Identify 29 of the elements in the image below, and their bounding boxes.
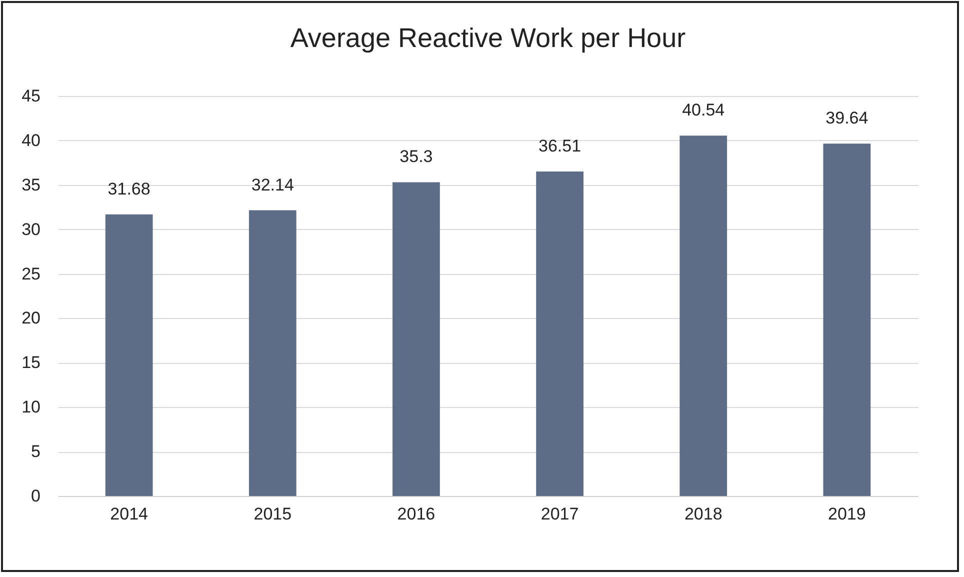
x-tick-label: 2019 [828,504,866,524]
data-label: 39.64 [826,108,868,128]
y-tick-label: 25 [22,264,40,284]
data-label: 35.3 [400,147,433,166]
data-label: 31.68 [108,179,150,198]
y-tick-label: 5 [31,442,40,462]
x-tick-label: 2015 [254,504,292,524]
y-tick-label: 10 [22,398,40,417]
y-tick-label: 45 [22,86,40,106]
data-label: 32.14 [251,175,294,194]
chart-title: Average Reactive Work per Hour [290,23,686,53]
bar [105,214,153,496]
y-tick-label: 40 [22,130,40,150]
bar [536,171,584,496]
x-tick-label: 2014 [110,504,148,524]
y-tick-label: 35 [22,175,40,194]
x-tick-label: 2017 [540,504,579,524]
bar [823,144,871,496]
data-label: 36.51 [538,136,582,156]
bar [248,210,296,496]
y-tick-label: 20 [22,308,40,328]
y-tick-label: 0 [31,486,40,506]
bar [680,136,728,496]
x-tick-label: 2016 [397,504,436,524]
bar [392,182,440,496]
y-tick-label: 30 [22,220,40,239]
x-tick-label: 2018 [684,504,722,524]
data-label: 40.54 [682,100,725,120]
y-tick-label: 15 [22,353,40,372]
